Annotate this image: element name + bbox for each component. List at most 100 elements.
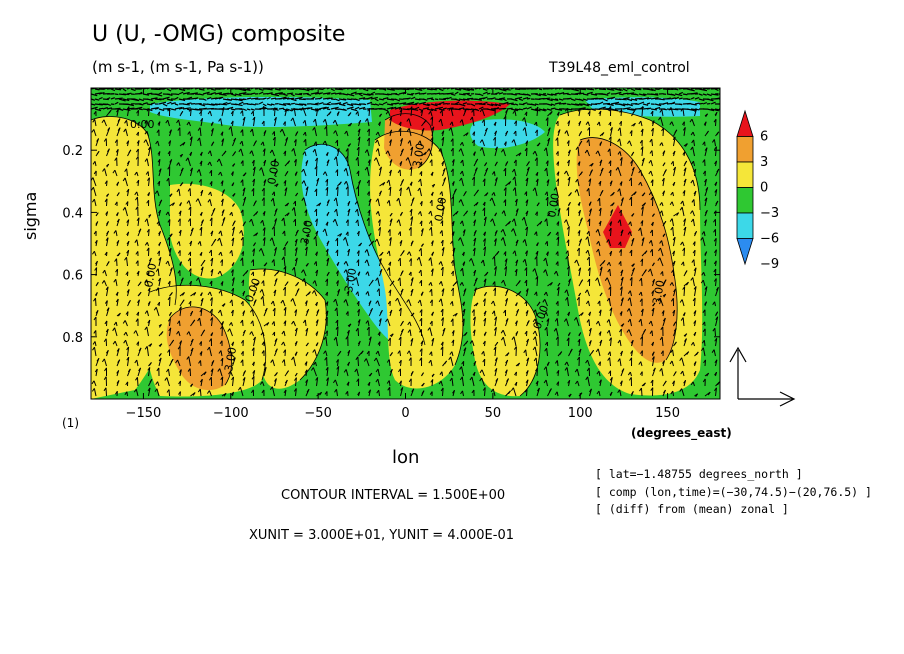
vector-arrowhead xyxy=(408,357,412,361)
vector-arrow xyxy=(242,377,246,387)
vector-arrowhead xyxy=(157,301,161,306)
vector-arrowhead xyxy=(358,119,362,124)
vector-arrowhead xyxy=(690,341,694,346)
vector-arrow xyxy=(146,98,154,102)
vector-arrowhead xyxy=(302,119,306,124)
vector-arrow xyxy=(470,103,476,107)
vector-arrowhead xyxy=(460,390,463,395)
info-diff: [ (diff) from (mean) zonal ] xyxy=(595,502,789,516)
vector-arrow xyxy=(650,93,659,96)
vector-arrow xyxy=(335,156,338,167)
y-tick-label: 0.6 xyxy=(62,269,83,284)
vector-arrowhead xyxy=(585,359,588,364)
vector-arrow xyxy=(682,241,685,247)
vector-arrow xyxy=(274,137,276,147)
vector-arrow xyxy=(234,93,242,97)
vector-arrowhead xyxy=(512,110,516,114)
vector-arrowhead xyxy=(295,181,298,185)
vector-arrowhead xyxy=(168,247,172,252)
vector-arrowhead xyxy=(365,291,369,295)
vector-arrow xyxy=(169,248,172,257)
vector-arrowhead xyxy=(198,178,202,183)
vector-arrow xyxy=(250,218,254,227)
vector-arrowhead xyxy=(680,370,684,375)
x-tick-label: 50 xyxy=(485,406,502,421)
vector-arrowhead xyxy=(578,209,581,214)
vector-arrowhead xyxy=(659,336,663,341)
vector-arrow xyxy=(431,116,434,127)
vector-arrow xyxy=(670,101,676,105)
vector-arrowhead xyxy=(649,330,653,334)
vector-arrowhead xyxy=(291,320,294,325)
vector-arrowhead xyxy=(669,282,673,286)
vector-arrowhead xyxy=(545,160,549,164)
vector-arrowhead xyxy=(639,371,643,375)
vector-arrow xyxy=(470,258,475,267)
vector-arrowhead xyxy=(650,387,654,391)
vector-arrowhead xyxy=(627,371,631,376)
vector-arrowhead xyxy=(474,277,478,282)
vector-arrowhead xyxy=(210,269,214,273)
vector-arrowhead xyxy=(253,299,257,303)
vector-arrowhead xyxy=(554,318,558,322)
vector-arrowhead xyxy=(346,381,350,386)
vector-arrow xyxy=(127,357,130,367)
vector-arrowhead xyxy=(704,219,707,223)
vector-arrowhead xyxy=(230,309,234,314)
vector-arrowhead xyxy=(138,367,142,372)
vector-arrow xyxy=(388,267,391,277)
vector-arrow xyxy=(122,93,130,96)
vector-arrowhead xyxy=(553,270,557,275)
vector-arrowhead xyxy=(186,356,190,360)
vector-arrow xyxy=(691,118,695,127)
vector-arrowhead xyxy=(441,130,445,135)
vector-arrowhead xyxy=(438,281,442,285)
vector-arrowhead xyxy=(332,119,336,124)
vector-arrow xyxy=(610,96,615,100)
vector-arrow xyxy=(566,103,571,106)
vector-arrow xyxy=(606,92,611,95)
vector-arrowhead xyxy=(261,120,265,125)
vector-arrowhead xyxy=(273,289,277,294)
vector-arrow xyxy=(368,336,372,347)
vector-arrow xyxy=(251,309,254,317)
vector-arrowhead xyxy=(345,231,349,236)
vector-arrowhead xyxy=(274,218,278,222)
contour-line xyxy=(249,268,327,381)
vector-arrow xyxy=(146,103,153,106)
vector-arrowhead xyxy=(500,237,504,241)
vector-arrowhead xyxy=(431,126,435,131)
vector-arrowhead xyxy=(595,320,599,325)
vector-arrowhead xyxy=(357,136,361,141)
vector-arrowhead xyxy=(387,229,391,233)
vector-arrow xyxy=(283,217,286,227)
vector-arrowhead xyxy=(324,391,328,395)
vector-arrow xyxy=(649,268,653,277)
vector-arrowhead xyxy=(472,151,476,155)
vector-arrowhead xyxy=(378,318,382,322)
vector-arrow xyxy=(461,376,464,387)
vector-arrow xyxy=(622,92,629,95)
vector-arrow xyxy=(186,108,192,112)
vector-arrow xyxy=(271,386,275,397)
vector-arrowhead xyxy=(386,380,390,384)
vector-arrow xyxy=(342,108,347,112)
vector-arrowhead xyxy=(376,389,380,394)
vector-arrowhead xyxy=(590,163,594,167)
vector-arrow xyxy=(110,97,116,100)
vector-arrow xyxy=(650,88,656,92)
vector-arrow xyxy=(261,381,265,387)
vector-arrowhead xyxy=(283,389,287,394)
vector-arrowhead xyxy=(493,121,497,126)
vector-arrowhead xyxy=(94,292,98,296)
vector-arrow xyxy=(251,128,254,137)
vector-arrow xyxy=(681,357,685,367)
vector-arrowhead xyxy=(389,169,392,174)
vector-arrowhead xyxy=(640,128,644,133)
vector-arrowhead xyxy=(704,286,708,290)
vector-arrowhead xyxy=(307,291,311,295)
vector-arrow xyxy=(419,299,422,307)
vector-arrowhead xyxy=(127,368,131,373)
vector-arrow xyxy=(671,282,674,287)
vector-arrowhead xyxy=(419,220,423,225)
